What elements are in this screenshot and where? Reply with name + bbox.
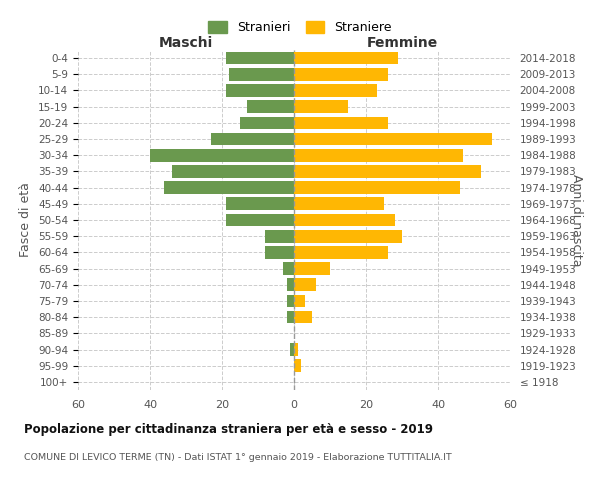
Bar <box>265 230 294 242</box>
Bar <box>283 262 294 275</box>
Bar <box>294 360 301 372</box>
Text: COMUNE DI LEVICO TERME (TN) - Dati ISTAT 1° gennaio 2019 - Elaborazione TUTTITAL: COMUNE DI LEVICO TERME (TN) - Dati ISTAT… <box>24 452 452 462</box>
Bar <box>211 132 294 145</box>
Bar <box>287 311 294 324</box>
Text: Femmine: Femmine <box>367 36 437 50</box>
Bar <box>294 311 312 324</box>
Bar <box>226 198 294 210</box>
Text: Popolazione per cittadinanza straniera per età e sesso - 2019: Popolazione per cittadinanza straniera p… <box>24 422 433 436</box>
Bar <box>226 52 294 64</box>
Bar <box>294 198 384 210</box>
Bar <box>294 343 298 356</box>
Bar <box>294 262 330 275</box>
Y-axis label: Anni di nascita: Anni di nascita <box>571 174 583 266</box>
Bar <box>150 149 294 162</box>
Bar <box>247 100 294 113</box>
Bar <box>265 246 294 258</box>
Bar <box>294 100 348 113</box>
Bar <box>294 246 388 258</box>
Bar <box>294 116 388 129</box>
Bar <box>240 116 294 129</box>
Bar <box>287 294 294 308</box>
Text: Maschi: Maschi <box>159 36 213 50</box>
Bar <box>294 278 316 291</box>
Bar <box>226 84 294 97</box>
Bar <box>164 182 294 194</box>
Bar <box>294 68 388 80</box>
Bar <box>294 294 305 308</box>
Bar <box>294 214 395 226</box>
Legend: Stranieri, Straniere: Stranieri, Straniere <box>203 16 397 40</box>
Bar <box>172 165 294 177</box>
Bar <box>294 149 463 162</box>
Bar <box>294 182 460 194</box>
Bar <box>294 165 481 177</box>
Bar <box>294 52 398 64</box>
Bar <box>294 230 402 242</box>
Bar <box>290 343 294 356</box>
Bar <box>226 214 294 226</box>
Y-axis label: Fasce di età: Fasce di età <box>19 182 32 258</box>
Bar <box>294 132 492 145</box>
Bar <box>294 84 377 97</box>
Bar <box>287 278 294 291</box>
Bar <box>229 68 294 80</box>
